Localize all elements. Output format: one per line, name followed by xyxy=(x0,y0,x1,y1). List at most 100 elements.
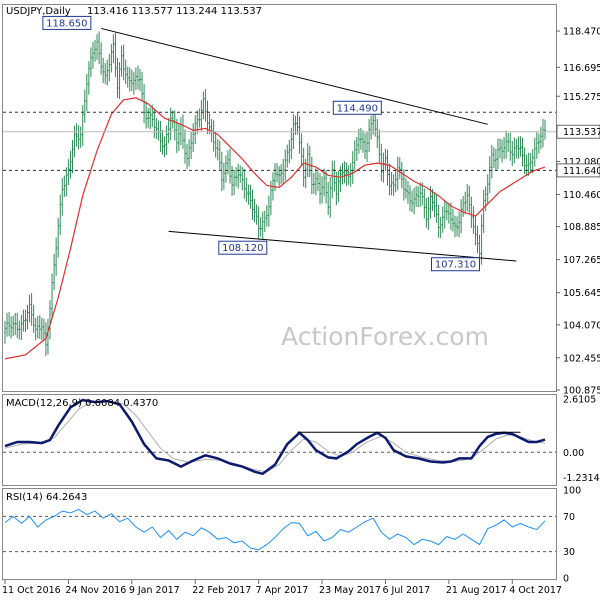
candle xyxy=(98,31,101,65)
candle xyxy=(378,129,381,164)
time-axis-label: 22 Feb 2017 xyxy=(192,585,251,596)
candle xyxy=(222,162,225,190)
price-label: 114.490 xyxy=(337,103,378,114)
candle xyxy=(116,57,119,98)
price-axis-label: 115.275 xyxy=(563,92,600,103)
candle xyxy=(231,165,234,196)
candle xyxy=(439,216,442,239)
candle xyxy=(404,178,407,199)
candle xyxy=(169,107,172,141)
candle xyxy=(165,125,168,156)
price-level-marker xyxy=(556,124,600,139)
candle xyxy=(486,174,489,205)
candle xyxy=(505,130,508,159)
candle xyxy=(445,202,448,221)
price-level-marker xyxy=(556,163,600,178)
price-axis-label: 100.875 xyxy=(563,386,600,397)
candle xyxy=(61,178,64,216)
candle xyxy=(447,202,450,224)
candle xyxy=(329,176,332,218)
candle xyxy=(265,205,268,227)
chart-symbol: USDJPY,Daily xyxy=(6,6,71,17)
candle xyxy=(139,68,141,92)
candle xyxy=(529,153,532,173)
candle xyxy=(361,130,364,153)
candle xyxy=(521,137,524,167)
candle xyxy=(451,208,454,232)
candle xyxy=(286,144,289,168)
candle xyxy=(515,138,518,159)
candle xyxy=(411,190,414,213)
candle xyxy=(155,118,158,139)
candle xyxy=(55,237,58,276)
candle xyxy=(533,137,536,167)
candle xyxy=(42,318,45,341)
macd-label: MACD(12,26,9) 0.6084 0.4370 xyxy=(6,398,158,409)
candle xyxy=(353,140,356,171)
candle xyxy=(484,186,487,212)
candle xyxy=(89,47,92,77)
candle xyxy=(290,128,293,159)
candle xyxy=(539,126,542,150)
candle xyxy=(357,128,360,154)
candle xyxy=(12,315,15,336)
price-axis-label: 107.265 xyxy=(563,255,600,266)
candle xyxy=(525,154,528,177)
price-plot: 118.650 114.490 108.120 107.310 xyxy=(3,15,556,360)
candle xyxy=(458,211,461,238)
candle xyxy=(28,294,31,323)
rsi-plot xyxy=(3,508,556,553)
price-axis-label: 113.537 xyxy=(563,127,600,138)
price-axis-label: 111.640 xyxy=(563,166,600,177)
candle xyxy=(163,136,166,158)
candle xyxy=(388,163,391,196)
candle xyxy=(509,132,512,161)
candle xyxy=(216,139,219,161)
candle xyxy=(308,145,311,178)
candle xyxy=(171,110,174,129)
candle xyxy=(472,206,475,234)
candle xyxy=(59,194,62,235)
time-axis-label: 6 Jul 2017 xyxy=(382,585,430,596)
candle xyxy=(110,44,113,73)
candle xyxy=(20,314,23,340)
rsi-axis-label: 100 xyxy=(563,486,581,497)
candle xyxy=(316,171,319,192)
time-axis-label: 23 May 2017 xyxy=(319,585,381,596)
candle xyxy=(435,194,438,223)
candle xyxy=(214,131,217,158)
candle xyxy=(106,59,109,86)
candle xyxy=(251,189,254,220)
candle xyxy=(49,300,51,340)
candle xyxy=(462,196,465,217)
candle xyxy=(398,157,401,180)
candle xyxy=(325,170,328,204)
candle xyxy=(541,118,544,148)
candle xyxy=(476,225,479,254)
candle xyxy=(122,44,125,81)
candle xyxy=(431,189,434,211)
candle xyxy=(306,143,309,178)
candle xyxy=(499,138,501,159)
axis-labels: 118.470 116.695 115.275 113.537 112.080111.6… xyxy=(2,27,600,596)
candle xyxy=(40,317,43,341)
candle xyxy=(288,139,291,164)
candle xyxy=(468,185,471,215)
candle xyxy=(85,73,88,112)
candle xyxy=(235,167,238,187)
candle xyxy=(69,150,72,179)
candle xyxy=(429,186,432,219)
candle xyxy=(433,192,436,218)
rsi-label: RSI(14) 64.2643 xyxy=(6,492,87,503)
candle xyxy=(120,45,123,77)
candle xyxy=(241,166,244,191)
candle xyxy=(413,187,416,215)
candle xyxy=(77,125,80,150)
candle xyxy=(36,315,39,339)
candle xyxy=(151,104,154,128)
candle xyxy=(464,191,467,215)
candle xyxy=(314,168,317,196)
candle xyxy=(167,118,170,144)
candle xyxy=(355,136,358,161)
